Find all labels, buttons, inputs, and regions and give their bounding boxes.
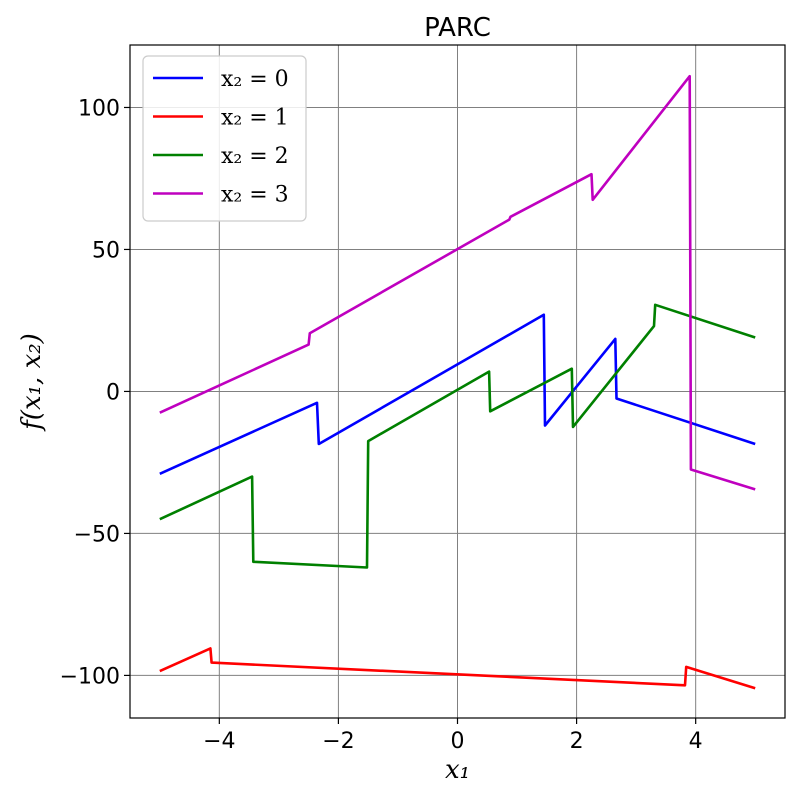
y-tick-label: 100 [78,96,120,121]
y-tick-label: −50 [74,522,120,547]
x-tick-label: 4 [689,729,703,754]
x-tick-label: 0 [451,729,465,754]
legend-label: x₂ = 0 [221,67,289,92]
legend-label: x₂ = 3 [221,183,289,208]
series-line-1 [159,647,756,690]
legend-label: x₂ = 2 [221,144,289,169]
legend-box [142,55,307,222]
chart-title: PARC [424,13,491,43]
x-axis-label: x₁ [445,755,470,785]
y-tick-label: −100 [60,664,120,689]
series-line-0 [159,313,756,475]
x-ticks: −4 −2 0 2 4 [203,718,703,754]
x-tick-label: −4 [203,729,235,754]
legend: x₂ = 0 x₂ = 1 x₂ = 2 x₂ = 3 [142,55,307,222]
x-tick-label: 2 [570,729,584,754]
series-layer [159,74,756,690]
y-ticks: −100 −50 0 50 100 [60,96,130,689]
series-line-2 [159,303,756,569]
legend-label: x₂ = 1 [221,106,289,131]
x-tick-label: −2 [322,729,354,754]
series-line-3 [159,74,756,491]
y-tick-label: 50 [92,238,120,263]
y-tick-label: 0 [106,380,120,405]
y-axis-label: f(x₁, x₂) [17,333,47,432]
